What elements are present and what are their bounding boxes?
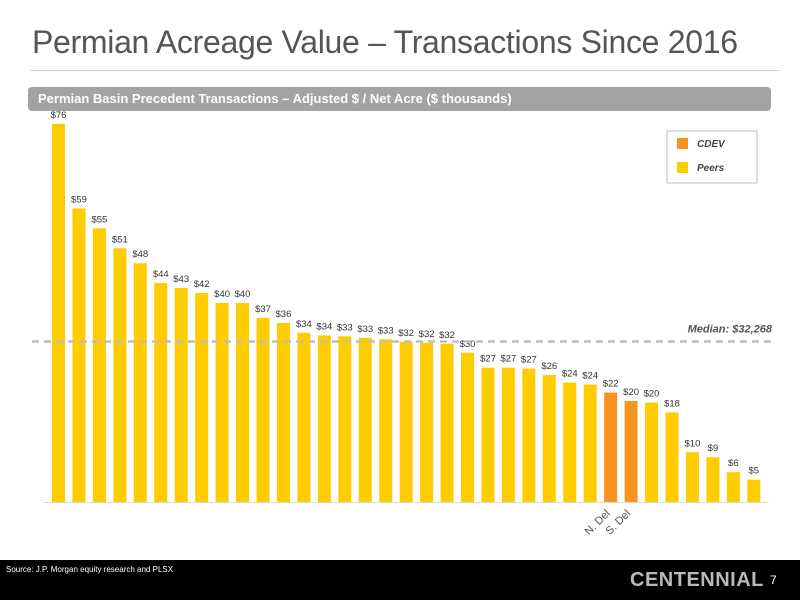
data-label: $9 bbox=[708, 443, 719, 454]
data-label: $32 bbox=[419, 329, 435, 340]
data-label: $20 bbox=[644, 389, 660, 400]
legend-label: CDEV bbox=[697, 139, 726, 150]
bar bbox=[399, 341, 413, 502]
bar bbox=[706, 457, 720, 502]
data-label: $51 bbox=[112, 234, 128, 245]
bar bbox=[604, 392, 618, 502]
company-logo: CENTENNIAL bbox=[630, 569, 764, 591]
data-label: $26 bbox=[541, 361, 557, 372]
bar bbox=[685, 452, 699, 502]
data-label: $40 bbox=[214, 289, 230, 300]
data-label: $32 bbox=[398, 328, 414, 339]
chart-banner: Permian Basin Precedent Transactions – A… bbox=[28, 87, 771, 111]
data-label: $40 bbox=[235, 289, 251, 300]
data-label: $24 bbox=[562, 369, 578, 380]
bar bbox=[645, 402, 659, 502]
chart-banner-text: Permian Basin Precedent Transactions – A… bbox=[38, 91, 512, 106]
bar bbox=[501, 367, 515, 502]
bar bbox=[133, 263, 147, 502]
data-label: $48 bbox=[132, 249, 148, 260]
data-label: $33 bbox=[357, 324, 373, 335]
data-label: $27 bbox=[521, 355, 537, 366]
data-label: $59 bbox=[71, 194, 87, 205]
data-label: $5 bbox=[749, 466, 760, 477]
bar bbox=[174, 288, 188, 502]
bar bbox=[481, 367, 495, 502]
legend-label: Peers bbox=[697, 163, 725, 174]
bar bbox=[379, 339, 393, 502]
median-label: Median: $32,268 bbox=[688, 323, 773, 335]
bar bbox=[236, 303, 250, 502]
data-label: $10 bbox=[685, 438, 701, 449]
bar bbox=[72, 208, 86, 502]
bar bbox=[542, 375, 556, 502]
bar bbox=[563, 382, 577, 502]
bar bbox=[276, 322, 290, 502]
data-label: $43 bbox=[173, 274, 189, 285]
bar bbox=[92, 228, 106, 502]
data-label: $34 bbox=[296, 319, 312, 330]
bar bbox=[440, 343, 454, 502]
bar bbox=[297, 332, 311, 502]
bar bbox=[461, 352, 474, 502]
bar bbox=[522, 368, 536, 502]
data-label: $20 bbox=[623, 387, 639, 398]
data-label: $27 bbox=[500, 354, 516, 365]
data-label: $6 bbox=[728, 458, 739, 469]
data-label: $30 bbox=[460, 339, 476, 350]
data-label: $44 bbox=[153, 269, 169, 280]
bar bbox=[113, 248, 127, 502]
data-label: $24 bbox=[582, 371, 598, 382]
legend-swatch bbox=[677, 162, 688, 173]
bar bbox=[665, 412, 679, 502]
data-label: $55 bbox=[91, 214, 107, 225]
bar bbox=[726, 472, 740, 502]
bar bbox=[358, 337, 372, 502]
bar bbox=[52, 123, 65, 503]
data-label: $76 bbox=[51, 110, 67, 121]
title-rule bbox=[30, 70, 780, 71]
bar bbox=[215, 303, 229, 502]
slide-title: Permian Acreage Value – Transactions Sin… bbox=[32, 24, 738, 60]
legend-swatch bbox=[677, 138, 688, 149]
bar bbox=[338, 336, 352, 502]
bar bbox=[747, 479, 761, 502]
data-label: $27 bbox=[480, 354, 496, 365]
data-label: $34 bbox=[316, 321, 332, 332]
data-label: $42 bbox=[194, 279, 210, 290]
bar bbox=[317, 335, 331, 502]
bar bbox=[624, 401, 638, 502]
data-label: $33 bbox=[378, 325, 394, 336]
bar bbox=[420, 342, 434, 502]
bar bbox=[195, 293, 209, 502]
page-number: 7 bbox=[770, 573, 777, 587]
bar-chart: $76 $59 $55 $51 $48 $44 $43 $42 $40 $40 $37 $36 $34 $… bbox=[32, 110, 773, 538]
data-label: $36 bbox=[276, 309, 292, 320]
data-label: $18 bbox=[664, 398, 680, 409]
footer-bar: Source: J.P. Morgan equity research and … bbox=[0, 560, 800, 600]
data-label: $32 bbox=[439, 330, 455, 341]
source-note: Source: J.P. Morgan equity research and … bbox=[6, 565, 174, 574]
bar bbox=[583, 384, 597, 502]
bar bbox=[154, 283, 168, 502]
data-label: $37 bbox=[255, 304, 271, 315]
data-label: $22 bbox=[603, 379, 619, 390]
bar bbox=[256, 317, 270, 502]
data-label: $33 bbox=[337, 322, 353, 333]
